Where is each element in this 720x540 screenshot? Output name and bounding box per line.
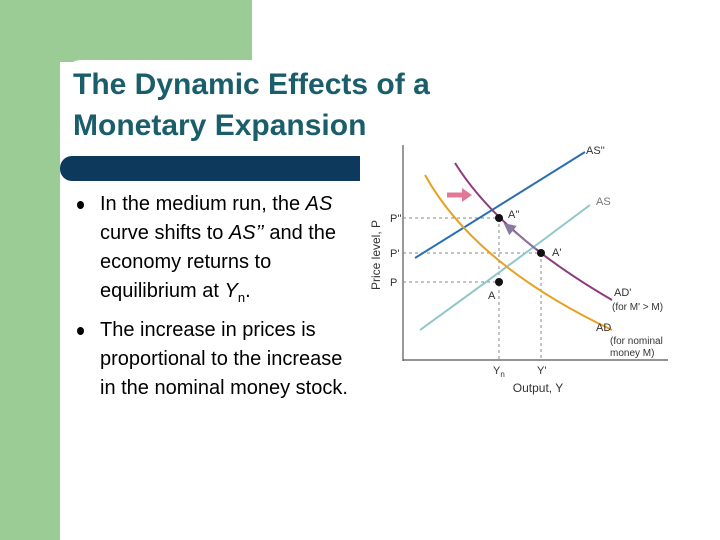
point-label: A — [488, 290, 496, 302]
point-label: A' — [552, 247, 561, 259]
content-area — [60, 60, 720, 540]
text: Y — [224, 280, 238, 302]
bullet: In the medium run, the AS curve shifts t… — [75, 190, 362, 312]
point — [537, 249, 545, 257]
text: and the economy returns to equilibrium a… — [100, 222, 337, 302]
x-axis-label: Output, Y — [513, 381, 563, 395]
point-label: A'' — [508, 209, 520, 221]
accent-strip — [0, 0, 60, 540]
text: In the medium run, the — [100, 193, 306, 215]
curve-label: AD — [596, 322, 611, 334]
shift-arrow-head — [462, 188, 472, 202]
output-label: Y' — [537, 365, 546, 377]
slide-title: The Dynamic Effects of a Monetary Expans… — [73, 68, 430, 142]
y-axis-label: Price level, P — [369, 220, 383, 290]
price-label: P — [390, 277, 397, 289]
as2-curve — [414, 151, 586, 259]
curve-label: AS — [596, 196, 611, 208]
curve-label: AD' — [614, 287, 631, 299]
ad-curve — [424, 174, 613, 331]
curve-label: AS'' — [586, 145, 605, 157]
point — [495, 214, 503, 222]
text: AS — [305, 193, 333, 215]
guides — [403, 217, 542, 360]
curve-note: (for M' > M) — [612, 302, 663, 313]
text: AS’’ — [228, 222, 264, 244]
text: Y — [493, 365, 501, 377]
price-label: P'' — [390, 213, 402, 225]
adjust-arrow — [503, 223, 537, 250]
title-bar — [60, 156, 360, 181]
bullet-list: In the medium run, the AS curve shifts t… — [75, 190, 365, 403]
output-label: Yn — [493, 365, 505, 379]
bullet: The increase in prices is proportional t… — [75, 316, 362, 403]
text: n — [500, 370, 504, 379]
curve-note: money M) — [610, 348, 654, 359]
point — [495, 278, 503, 286]
text: n — [237, 290, 246, 305]
text: The increase in prices is proportional t… — [100, 319, 348, 399]
text: curve shifts to — [100, 222, 229, 244]
price-label: P' — [390, 248, 399, 260]
curve-note: (for nominal — [610, 336, 663, 347]
text: . — [245, 280, 251, 302]
